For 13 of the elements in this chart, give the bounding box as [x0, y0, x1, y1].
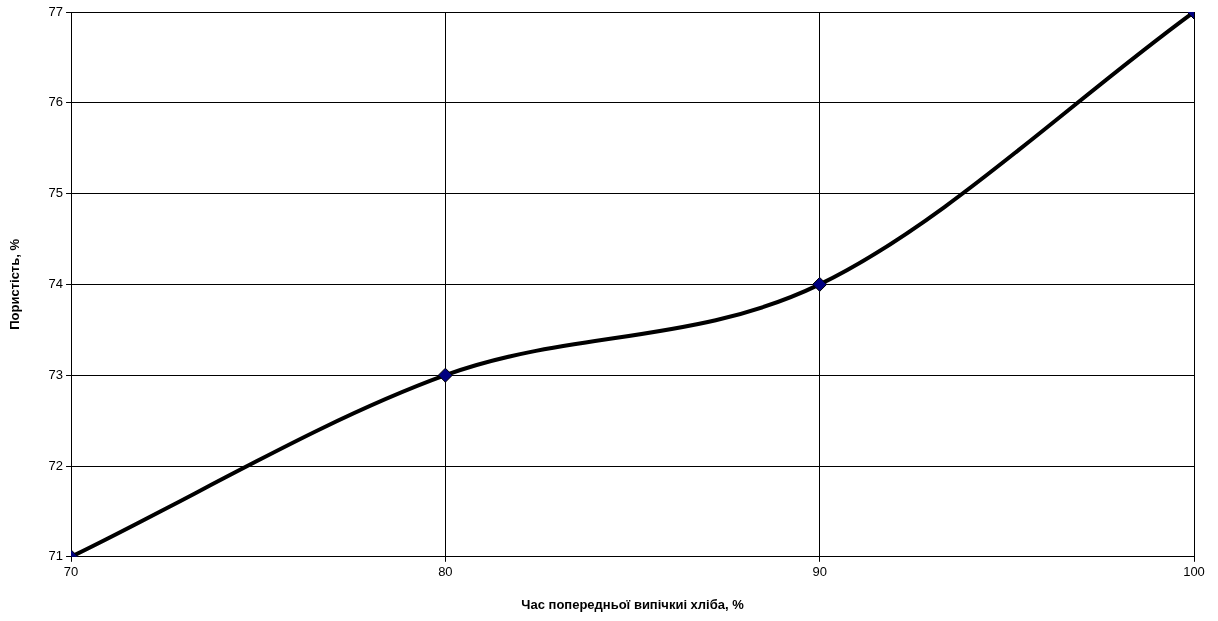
y-tick-label: 73 — [48, 366, 64, 382]
y-axis-title: Пористість, % — [7, 238, 23, 330]
x-tick-label: 70 — [63, 564, 79, 580]
x-tick-label: 100 — [1183, 564, 1205, 580]
y-tick-label: 77 — [48, 3, 64, 19]
y-tick-label: 72 — [48, 457, 64, 473]
x-axis-title: Час попередньої випічкиі хліба, % — [521, 596, 745, 612]
x-tick-label: 80 — [438, 564, 453, 580]
y-tick-label: 71 — [48, 548, 64, 564]
y-tick-label: 76 — [48, 94, 64, 110]
y-tick-label: 74 — [48, 275, 64, 291]
x-tick-label: 90 — [812, 564, 827, 580]
y-tick-label: 75 — [48, 185, 64, 201]
